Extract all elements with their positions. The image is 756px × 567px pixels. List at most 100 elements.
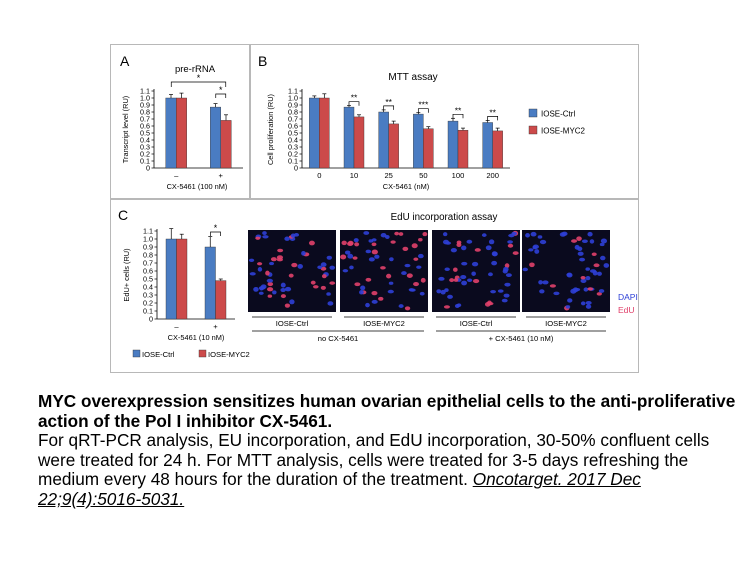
edu-nucleus — [549, 284, 556, 288]
edu-nucleus — [267, 294, 273, 298]
edu-nucleus — [352, 256, 358, 260]
caption-citation-link[interactable]: Oncotarget. 2017 Dec 22;9(4):5016-5031. — [38, 469, 641, 509]
micrograph-1 — [248, 230, 336, 312]
panel-b-bar — [423, 128, 434, 169]
edu-nucleus — [413, 282, 419, 287]
panel-b-y-axis-label: Cell proliferation (RU) — [266, 94, 275, 165]
edu-nucleus — [413, 257, 419, 261]
edu-nucleus — [420, 277, 426, 283]
panel-b-bar — [492, 130, 503, 169]
edu-nucleus — [347, 240, 354, 246]
dapi-nucleus — [289, 299, 295, 305]
panel-b-y-tick-label: 0.9 — [288, 101, 298, 110]
edu-nucleus — [310, 280, 316, 285]
dapi-nucleus — [583, 287, 589, 292]
dapi-nucleus — [249, 272, 256, 276]
panel-c-y-tick-label: 0.2 — [143, 299, 153, 308]
dapi-nucleus — [326, 292, 331, 296]
dapi-nucleus — [471, 261, 479, 267]
panel-b-bar — [482, 122, 493, 169]
dapi-nucleus — [491, 251, 498, 257]
panel-b-x-tick-label: 0 — [317, 171, 321, 180]
dapi-nucleus — [471, 271, 476, 276]
panel-b-star: ** — [489, 107, 496, 117]
micrograph-2 — [340, 230, 428, 312]
edu-nucleus — [571, 239, 578, 243]
panel-c-y-tick-label: 1.1 — [143, 227, 153, 236]
panel-c-y-axis-label: EdU+ cells (RU) — [122, 248, 131, 301]
dapi-nucleus — [317, 265, 323, 270]
panel-b-bracket — [487, 116, 499, 121]
panel-a-bar — [165, 97, 177, 169]
dapi-nucleus — [534, 249, 540, 254]
panel-a-title: pre-rRNA — [175, 64, 216, 75]
panel-b-y-tick-label: 0.2 — [288, 150, 298, 159]
dapi-nucleus — [491, 260, 498, 266]
edu-nucleus — [386, 273, 392, 279]
edu-nucleus — [406, 273, 413, 278]
panel-b-bar — [457, 129, 469, 169]
panel-c-x-axis-label: CX-5461 (10 nM) — [168, 333, 225, 342]
panel-c-y-tick-label: 0.6 — [143, 267, 153, 276]
dapi-nucleus — [461, 245, 467, 251]
dapi-nucleus — [262, 231, 267, 236]
edu-nucleus — [398, 232, 404, 236]
panel-b-bar — [388, 123, 399, 169]
dapi-nucleus — [454, 303, 460, 309]
edu-nucleus — [390, 240, 396, 244]
dapi-nucleus — [522, 267, 529, 272]
edu-nucleus — [507, 243, 514, 248]
edu-nucleus — [404, 306, 411, 311]
edu-nucleus — [593, 263, 600, 268]
panel-b-y-tick-label: 1.1 — [288, 87, 298, 96]
dapi-nucleus — [592, 270, 598, 276]
panel-c-legend-swatch — [198, 349, 207, 358]
edu-nucleus — [443, 305, 450, 309]
panel-b-title: MTT assay — [388, 72, 437, 83]
micrograph-3 — [432, 230, 520, 312]
dapi-nucleus — [417, 253, 424, 259]
panel-b-y-tick-label: 0.5 — [288, 129, 298, 138]
dapi-nucleus — [398, 304, 404, 308]
dapi-nucleus — [284, 236, 290, 241]
panel-b-y-tick-label: 0 — [294, 164, 298, 173]
dapi-nucleus — [567, 298, 573, 303]
micrograph-label: IOSE-MYC2 — [363, 319, 405, 328]
panel-c-legend-swatch — [132, 349, 141, 358]
dapi-nucleus — [284, 286, 292, 292]
edu-nucleus — [321, 274, 327, 279]
panel-a-y-tick-label: 0.3 — [140, 143, 150, 152]
dapi-nucleus — [363, 231, 370, 235]
dapi-nucleus — [481, 233, 487, 237]
dapi-nucleus — [368, 239, 374, 243]
dapi-nucleus — [466, 239, 473, 244]
panel-b-y-tick-label: 1.0 — [288, 94, 298, 103]
dapi-nucleus — [326, 255, 333, 260]
edu-nucleus — [394, 231, 400, 236]
panel-c-y-tick-label: 0.3 — [143, 291, 153, 300]
panel-a-y-tick-label: 0.8 — [140, 108, 150, 117]
dapi-nucleus — [485, 245, 492, 251]
micrograph-label: IOSE-MYC2 — [545, 319, 587, 328]
dapi-nucleus — [597, 271, 602, 276]
edu-nucleus — [341, 240, 347, 246]
panel-c-star: * — [214, 223, 218, 233]
panel-a-y-tick-label: 0.6 — [140, 122, 150, 131]
dapi-nucleus — [581, 239, 588, 243]
dapi-nucleus — [280, 288, 286, 293]
panel-c-y-tick-label: 0.4 — [143, 283, 153, 292]
dapi-nucleus — [537, 235, 543, 239]
edu-nucleus — [277, 248, 284, 253]
edu-nucleus — [453, 278, 459, 282]
dapi-nucleus — [598, 289, 605, 293]
dapi-nucleus — [365, 302, 370, 308]
dapi-nucleus — [539, 239, 547, 245]
dapi-nucleus — [416, 265, 422, 269]
dapi-nucleus — [603, 263, 610, 268]
edu-nucleus — [449, 278, 455, 283]
panel-b-y-tick-label: 0.8 — [288, 108, 298, 117]
edu-nucleus — [266, 287, 274, 292]
